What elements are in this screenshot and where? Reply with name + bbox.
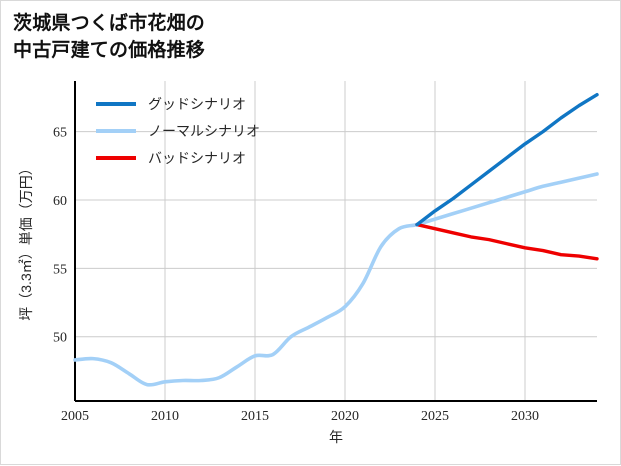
series-group — [73, 92, 599, 387]
x-tick-label: 2015 — [241, 409, 269, 424]
series-line-bad — [415, 222, 599, 261]
series-line-normal — [73, 172, 599, 387]
gridlines — [74, 81, 597, 401]
x-tick-label: 2025 — [421, 409, 449, 424]
y-tick-label: 55 — [53, 262, 67, 277]
x-tick-label: 2010 — [151, 409, 179, 424]
y-tick-label: 50 — [53, 331, 67, 346]
axis-lines — [74, 81, 597, 402]
x-tick-label: 2030 — [511, 409, 539, 424]
y-tick-label: 65 — [53, 126, 67, 141]
x-tick-label: 2020 — [331, 409, 359, 424]
legend-label-bad: バッドシナリオ — [148, 152, 246, 167]
series-line-good — [415, 92, 599, 227]
legend-label-good: グッドシナリオ — [148, 97, 246, 113]
y-tick-label: 60 — [53, 194, 67, 209]
x-axis-title: 年 — [329, 429, 343, 445]
legend-label-normal: ノーマルシナリオ — [148, 125, 260, 140]
axis-titles: 年 坪（3.3㎡）単価（万円） — [18, 161, 343, 445]
y-axis-title: 坪（3.3㎡）単価（万円） — [18, 161, 34, 320]
x-tick-label: 2005 — [61, 409, 89, 424]
page-title: 茨城県つくば市花畑の 中古戸建ての価格推移 — [13, 11, 205, 65]
title-line-2: 中古戸建ての価格推移 — [13, 39, 206, 61]
title-line-1: 茨城県つくば市花畑の — [13, 13, 206, 34]
tick-labels: 50 55 60 65 2005 2010 2015 2020 2025 2030 — [53, 126, 539, 424]
